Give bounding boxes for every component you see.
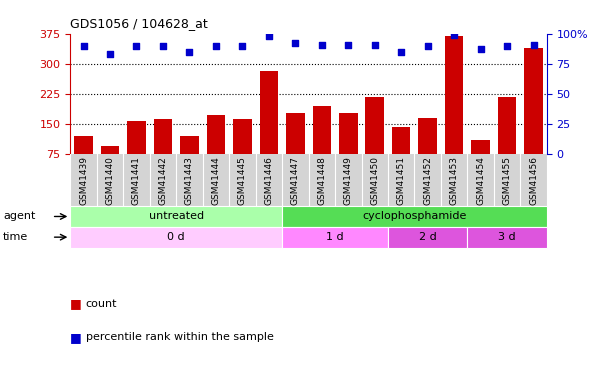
Text: GSM41452: GSM41452 [423,156,432,205]
Point [79,43,89,49]
Text: count: count [86,299,117,309]
Text: GSM41451: GSM41451 [397,156,406,205]
Bar [207,116,225,184]
Text: GSM41455: GSM41455 [503,156,511,205]
Bar [101,146,119,184]
Bar [70,206,282,227]
Text: cyclophosphamide: cyclophosphamide [362,211,467,222]
Text: GSM41450: GSM41450 [370,156,379,205]
Bar [286,113,305,184]
Bar [313,106,331,184]
Text: GSM41439: GSM41439 [79,156,88,205]
Bar [392,127,411,184]
Bar [70,227,282,248]
Bar [419,118,437,184]
Text: 2 d: 2 d [419,232,437,242]
Text: GSM41446: GSM41446 [265,156,273,205]
Text: ■: ■ [70,331,82,344]
Bar [282,227,388,248]
Text: GSM41448: GSM41448 [317,156,326,205]
Point [211,43,221,49]
Text: ■: ■ [70,297,82,310]
Point [185,49,194,55]
Point [502,43,512,49]
Point [158,43,168,49]
Point [397,49,406,55]
Text: time: time [3,232,28,242]
Bar [154,119,172,184]
Bar [180,135,199,184]
Text: GSM41449: GSM41449 [344,156,353,205]
Bar [472,140,490,184]
Bar [524,48,543,184]
Point [290,40,300,46]
Text: untreated: untreated [148,211,203,222]
Text: GSM41445: GSM41445 [238,156,247,205]
Text: 3 d: 3 d [499,232,516,242]
Text: GSM41442: GSM41442 [158,156,167,205]
Bar [467,227,547,248]
Bar [260,71,278,184]
Point [370,42,379,48]
Bar [365,97,384,184]
Bar [75,136,93,184]
Point [105,51,115,57]
Text: percentile rank within the sample: percentile rank within the sample [86,333,273,342]
Point [238,43,247,49]
Text: agent: agent [3,211,35,222]
Text: 0 d: 0 d [167,232,185,242]
Point [317,42,327,48]
Text: GSM41456: GSM41456 [529,156,538,205]
Text: GSM41454: GSM41454 [476,156,485,205]
Point [423,43,433,49]
Text: GSM41440: GSM41440 [106,156,114,205]
Text: 1 d: 1 d [326,232,344,242]
Text: GSM41443: GSM41443 [185,156,194,205]
Bar [498,97,516,184]
Bar [388,227,467,248]
Text: GSM41447: GSM41447 [291,156,300,205]
Bar [339,113,357,184]
Bar [233,119,252,184]
Point [529,42,538,48]
Point [449,32,459,38]
Text: GSM41444: GSM41444 [211,156,221,205]
Bar [282,206,547,227]
Text: GDS1056 / 104628_at: GDS1056 / 104628_at [70,17,208,30]
Point [343,42,353,48]
Text: GSM41441: GSM41441 [132,156,141,205]
Point [131,43,141,49]
Bar [127,121,145,184]
Bar [445,36,463,184]
Text: GSM41453: GSM41453 [450,156,459,205]
Point [476,46,486,53]
Point [264,33,274,39]
